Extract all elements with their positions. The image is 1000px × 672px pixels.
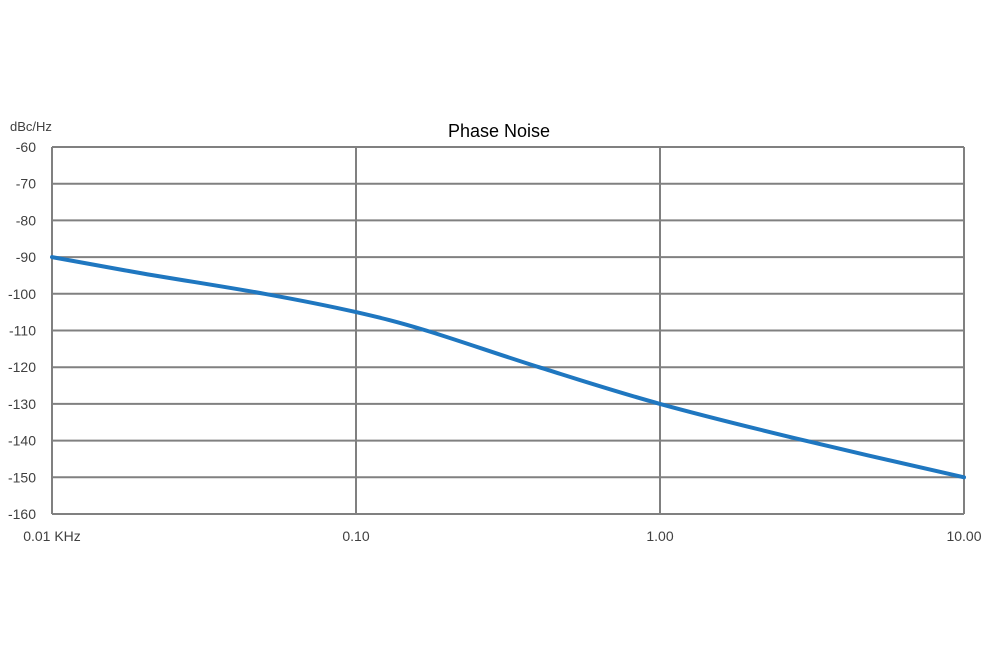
y-tick-label: -160 xyxy=(8,506,36,522)
y-tick-label: -70 xyxy=(16,176,36,192)
x-tick-label: 0.01 KHz xyxy=(23,528,81,544)
x-tick-label: 1.00 xyxy=(646,528,673,544)
y-tick-label: -140 xyxy=(8,433,36,449)
y-tick-label: -150 xyxy=(8,469,36,485)
y-axis-label: dBc/Hz xyxy=(10,119,52,134)
y-tick-label: -80 xyxy=(16,212,36,228)
y-tick-label: -90 xyxy=(16,249,36,265)
x-axis-ticks: 0.01 KHz 0.10 1.00 10.00 xyxy=(23,528,982,544)
y-tick-label: -110 xyxy=(9,323,36,339)
y-axis-ticks: -60 -70 -80 -90 -100 -110 -120 -130 -140 -150 -160 xyxy=(8,139,36,522)
y-tick-label: -60 xyxy=(16,139,36,155)
y-tick-label: -120 xyxy=(8,359,36,375)
chart-title: Phase Noise xyxy=(448,121,550,141)
grid xyxy=(52,147,964,514)
x-tick-label: 10.00 xyxy=(946,528,981,544)
x-tick-label: 0.10 xyxy=(342,528,369,544)
y-tick-label: -130 xyxy=(8,396,36,412)
y-tick-label: -100 xyxy=(8,286,36,302)
